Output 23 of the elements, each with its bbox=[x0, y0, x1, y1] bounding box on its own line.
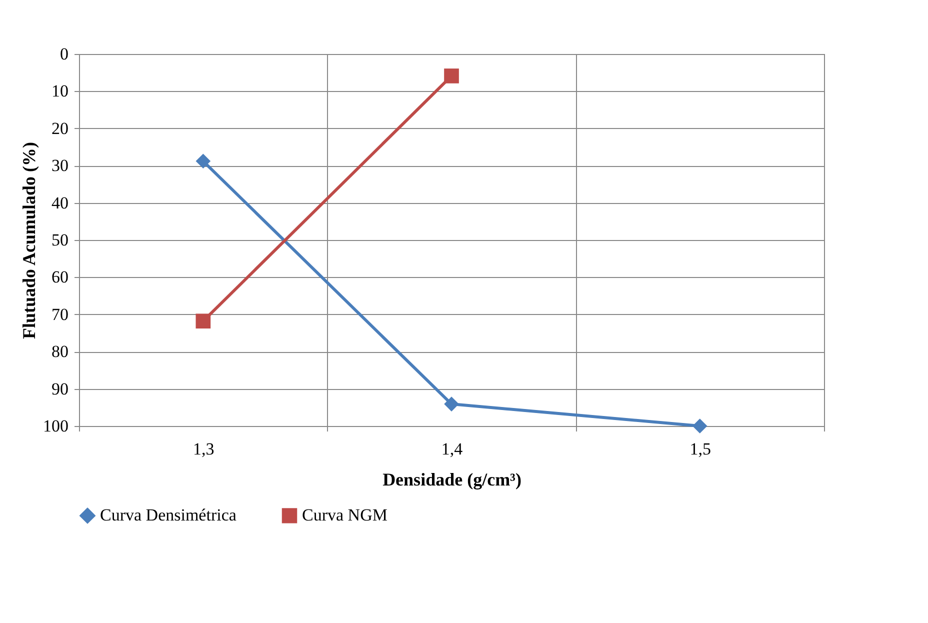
y-tick-label: 90 bbox=[52, 379, 68, 398]
y-axis-title: Flutuado Acumulado (%) bbox=[19, 142, 39, 340]
x-tick-label: 1,4 bbox=[441, 440, 464, 458]
point bbox=[444, 68, 459, 84]
y-tick-label: 50 bbox=[52, 230, 68, 250]
point bbox=[196, 314, 211, 329]
y-tick-label: 30 bbox=[52, 156, 68, 176]
y-tick-label: 100 bbox=[43, 416, 68, 436]
legend-label: Curva Densimétrica bbox=[100, 506, 237, 525]
y-tick-label: 60 bbox=[52, 268, 68, 287]
y-tick-label: 40 bbox=[52, 193, 68, 212]
y-tick-label: 20 bbox=[52, 118, 68, 138]
y-tick-label: 80 bbox=[52, 342, 68, 362]
y-tick-label: 70 bbox=[52, 304, 68, 324]
legend-label: Curva NGM bbox=[302, 506, 388, 525]
point bbox=[444, 396, 459, 412]
y-tick-label: 10 bbox=[52, 82, 68, 101]
x-axis-title: Densidade (g/cm³) bbox=[382, 470, 522, 490]
x-tick-label: 1,5 bbox=[690, 440, 711, 458]
point bbox=[196, 154, 211, 169]
point bbox=[692, 418, 708, 434]
y-tick-label: 0 bbox=[60, 44, 68, 64]
x-tick-label: 1,3 bbox=[193, 440, 214, 458]
